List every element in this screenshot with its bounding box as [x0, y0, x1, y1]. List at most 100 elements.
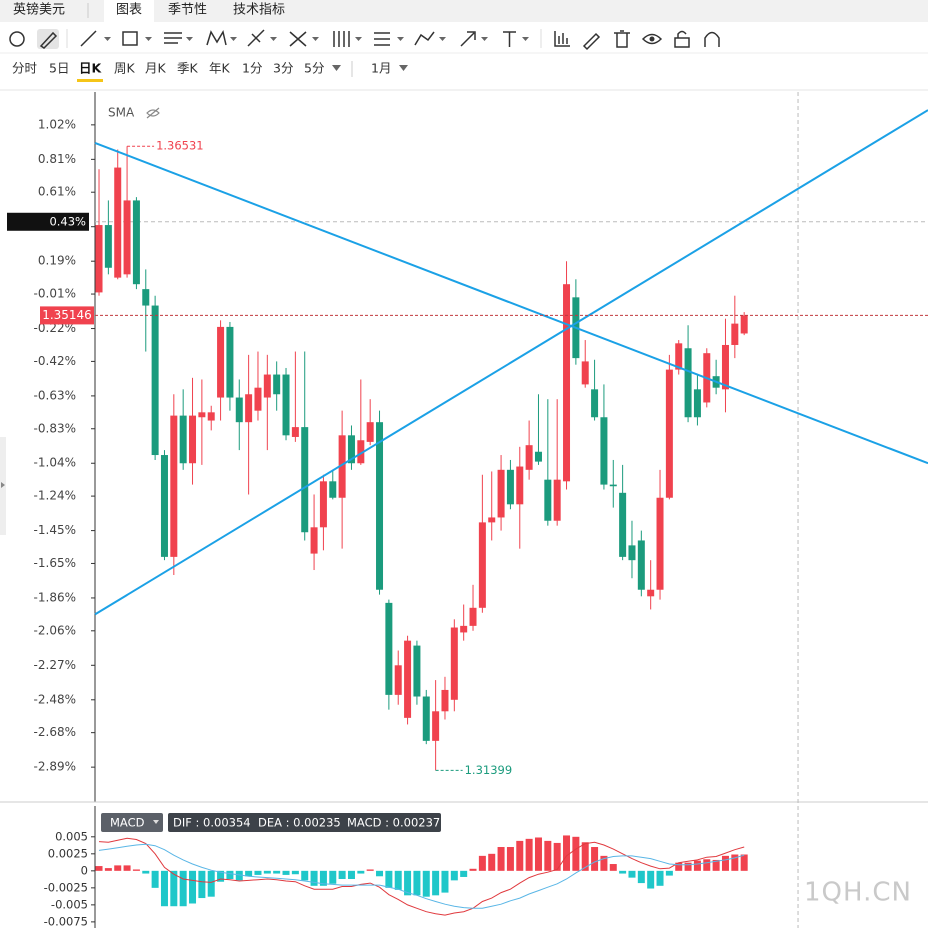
- macd-bar: [665, 870, 673, 876]
- tab[interactable]: 图表: [116, 3, 142, 18]
- candle-body: [291, 427, 299, 437]
- period-option[interactable]: 分时: [12, 61, 38, 76]
- macd-bar: [656, 870, 664, 886]
- info-text: DEA : 0.00235: [258, 816, 341, 830]
- macd-bar: [104, 868, 112, 871]
- macd-bar: [516, 840, 524, 871]
- candle-body: [329, 481, 337, 498]
- tool-icon[interactable]: [333, 31, 350, 47]
- candle-body: [376, 422, 384, 590]
- macd-bar: [123, 865, 131, 871]
- period-option[interactable]: 周K: [114, 61, 136, 76]
- candle-body: [553, 479, 561, 521]
- macd-bar: [226, 870, 234, 879]
- period-option[interactable]: 季K: [177, 61, 199, 76]
- tool-icon[interactable]: [122, 31, 138, 46]
- y-tick-label: -2.06%: [34, 623, 76, 637]
- tool-icon[interactable]: [503, 31, 516, 47]
- active-tab[interactable]: [104, 0, 154, 22]
- tool-icon[interactable]: [39, 31, 58, 49]
- macd-bar: [132, 869, 140, 871]
- tool-icon[interactable]: [582, 32, 601, 51]
- candle-body: [684, 348, 692, 418]
- candle-body: [413, 645, 421, 697]
- candle-body: [665, 369, 673, 498]
- macd-bar: [544, 840, 552, 871]
- macd-bar: [347, 870, 355, 879]
- indicator-label[interactable]: MACD: [110, 816, 145, 830]
- candle-body: [534, 451, 542, 462]
- indicator-label: SMA: [108, 106, 135, 120]
- tool-icon[interactable]: [704, 31, 720, 48]
- tool-icon[interactable]: [80, 30, 97, 47]
- candle-body: [525, 445, 533, 470]
- tool-icon[interactable]: [9, 31, 25, 47]
- period-option[interactable]: 年K: [209, 61, 231, 76]
- candle-body: [488, 517, 496, 523]
- candle-body: [132, 200, 140, 285]
- tool-icon[interactable]: [289, 31, 307, 47]
- y-tick-label: -2.89%: [34, 760, 76, 774]
- candle-body: [254, 387, 262, 411]
- y-tick-label: 0.61%: [38, 185, 76, 199]
- tool-icon[interactable]: [164, 32, 182, 44]
- period-option[interactable]: 5分: [304, 61, 324, 76]
- last-price-box: [40, 306, 94, 325]
- macd-chart: 0.005 0.0025 0 -0.0025 -0.005 -0.0075: [44, 829, 748, 928]
- tab[interactable]: 季节性: [168, 3, 207, 18]
- macd-bar: [282, 870, 290, 875]
- macd-bar: [357, 870, 365, 874]
- macd-bar: [647, 870, 655, 889]
- candle-body: [170, 415, 178, 557]
- min-label: 1.31399: [465, 763, 513, 777]
- tool-icon[interactable]: [206, 30, 227, 46]
- tool-icon[interactable]: [614, 30, 630, 48]
- candle-body: [226, 326, 234, 398]
- period-option[interactable]: 1月: [371, 61, 391, 76]
- indicator-select[interactable]: [101, 813, 163, 832]
- macd-bar: [675, 862, 683, 871]
- candle-body: [628, 545, 636, 561]
- macd-bar: [506, 847, 514, 871]
- tool-icon[interactable]: [641, 33, 663, 45]
- candle-body: [301, 427, 309, 533]
- period-option[interactable]: 月K: [145, 61, 167, 76]
- tool-icon[interactable]: [247, 29, 265, 47]
- tool-icon[interactable]: [554, 31, 570, 47]
- tool-icon[interactable]: [674, 30, 690, 48]
- candle-body: [123, 200, 131, 275]
- macd-bar: [235, 870, 243, 881]
- macd-bar: [731, 854, 739, 871]
- tool-icon[interactable]: [414, 31, 435, 46]
- macd-bar: [703, 859, 711, 871]
- tab[interactable]: 技术指标: [233, 3, 285, 18]
- max-label: 1.36531: [156, 139, 204, 153]
- macd-bar: [366, 869, 374, 871]
- candle-body: [460, 625, 468, 633]
- candle-body: [478, 522, 486, 608]
- tool-icon[interactable]: [460, 31, 476, 47]
- macd-bar: [310, 870, 318, 886]
- period-option[interactable]: 1分: [242, 61, 262, 76]
- y-tick-label: -1.24%: [34, 489, 76, 503]
- macd-line: [98, 843, 745, 909]
- tool-icon[interactable]: [374, 32, 390, 46]
- y-tick-label: 0.005: [55, 829, 88, 843]
- candle-body: [179, 415, 187, 464]
- macd-bar: [376, 870, 384, 877]
- y-tick-label: -0.0075: [44, 914, 88, 928]
- macd-bar: [189, 870, 197, 904]
- y-tick-label: -0.005: [51, 897, 88, 911]
- period-option[interactable]: 3分: [273, 61, 293, 76]
- candle-body: [263, 374, 271, 398]
- visibility-icon[interactable]: [146, 107, 160, 119]
- crosshair-label-box: [7, 212, 89, 231]
- candle-body: [544, 479, 552, 521]
- period-option[interactable]: 日K: [79, 61, 103, 76]
- candle-body: [198, 412, 206, 418]
- period-option[interactable]: 5日: [49, 61, 69, 76]
- last-price-label: 1.35146: [42, 308, 92, 322]
- macd-bar: [740, 854, 748, 871]
- macd-bar: [619, 870, 627, 874]
